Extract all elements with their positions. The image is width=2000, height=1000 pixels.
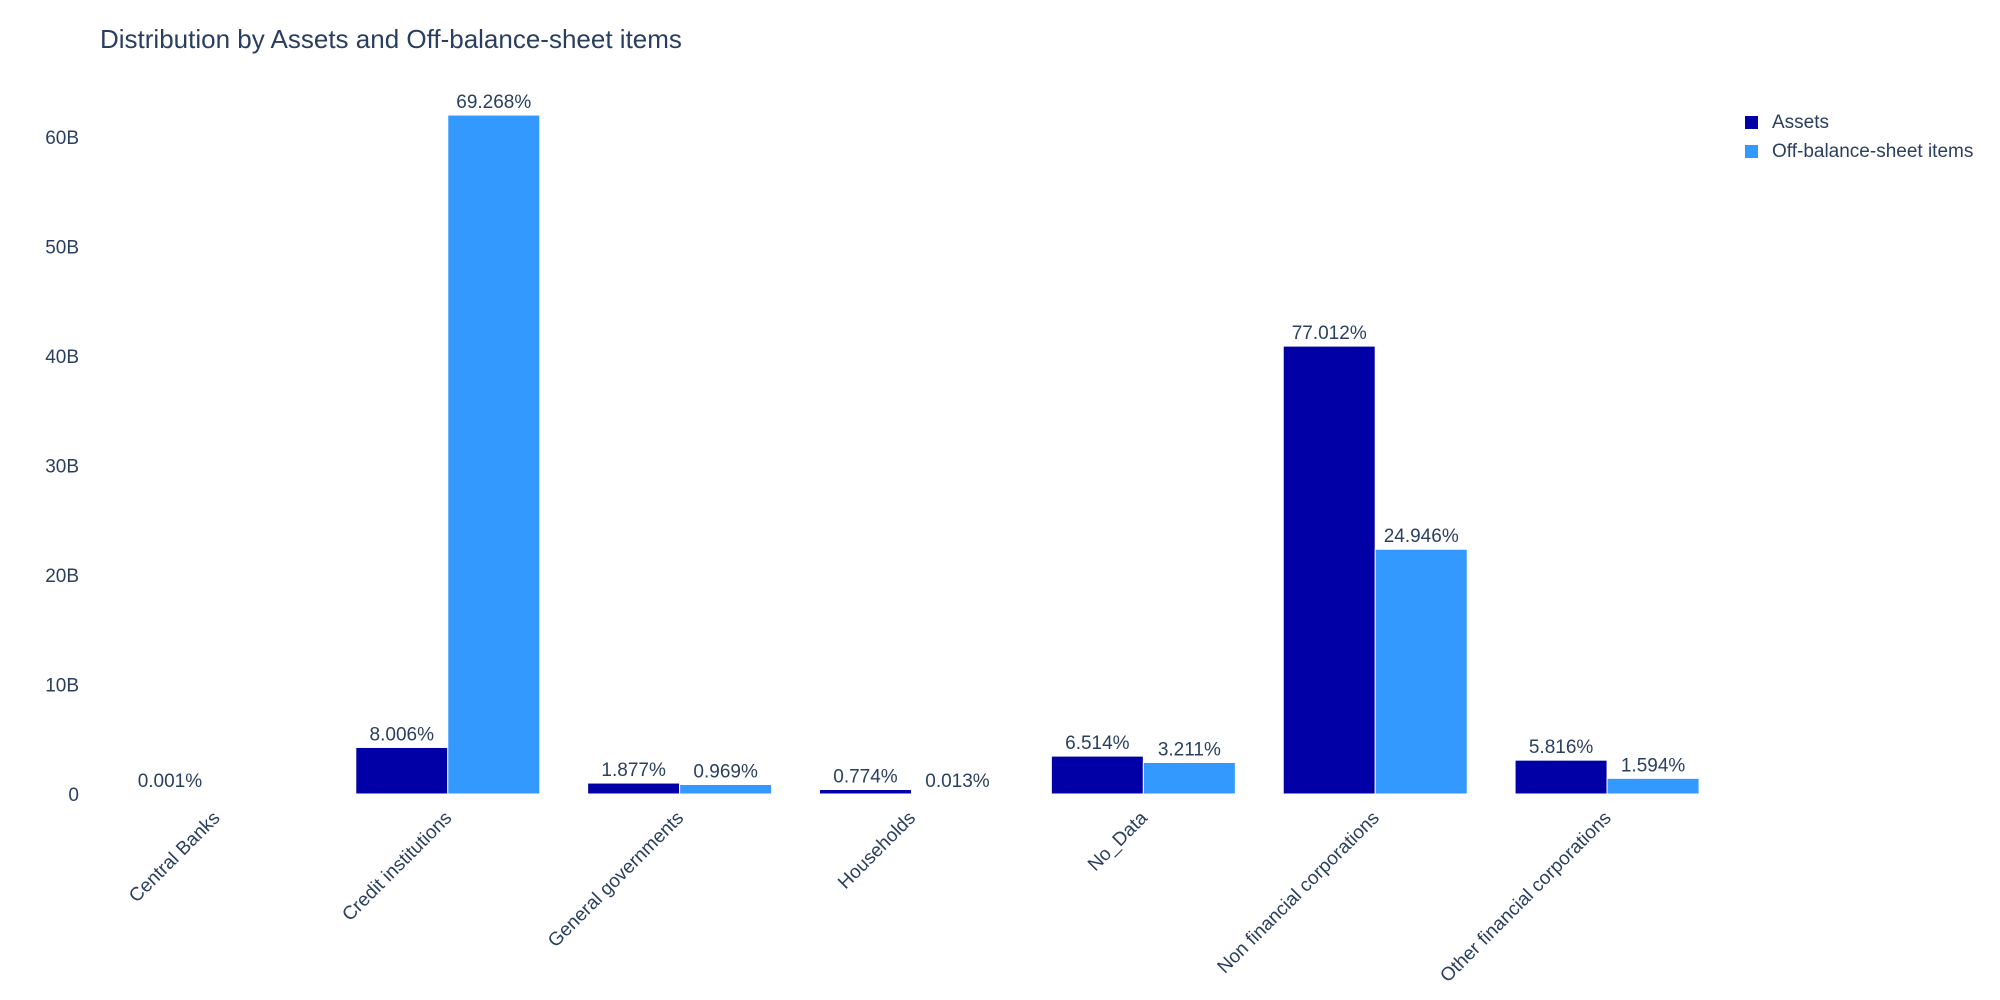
data-label-off-balance-sheet-items-credit-institutions: 69.268%	[456, 92, 531, 113]
x-tick-label-credit-institutions: Credit institutions	[338, 808, 456, 926]
bar-assets-other-financial-corporations[interactable]	[1514, 759, 1608, 795]
x-tick-label-households: Households	[834, 808, 920, 894]
bar-assets-general-governments[interactable]	[587, 782, 681, 795]
data-label-assets-households: 0.774%	[833, 767, 898, 788]
data-label-off-balance-sheet-items-other-financial-corporations: 1.594%	[1621, 755, 1686, 776]
legend-label-off-balance-sheet: Off-balance-sheet items	[1772, 140, 1974, 162]
x-axis-ticks: Central Banks Credit institutions General …	[125, 807, 1615, 986]
data-label-assets-non-financial-corporations: 77.012%	[1292, 323, 1367, 344]
bar-off-balance-sheet-items-credit-institutions[interactable]	[447, 114, 541, 795]
y-axis-ticks: 0 10B 20B 30B 40B 50B 60B	[45, 128, 79, 806]
legend: Assets Off-balance-sheet items	[1745, 108, 1973, 166]
bar-off-balance-sheet-items-non-financial-corporations[interactable]	[1374, 548, 1468, 795]
legend-swatch-off-balance-sheet	[1745, 145, 1758, 158]
x-tick-label-other-financial-corporations: Other financial corporations	[1436, 808, 1615, 987]
bar-assets-no-data[interactable]	[1050, 755, 1144, 795]
bar-assets-households[interactable]	[819, 789, 912, 795]
bar-off-balance-sheet-items-general-governments[interactable]	[679, 783, 773, 795]
y-tick-label: 0	[68, 785, 79, 806]
bars	[123, 114, 1700, 795]
bar-assets-credit-institutions[interactable]	[355, 746, 449, 795]
data-label-assets-other-financial-corporations: 5.816%	[1529, 737, 1594, 758]
legend-item-off-balance-sheet[interactable]: Off-balance-sheet items	[1745, 137, 1973, 166]
bar-assets-non-financial-corporations[interactable]	[1282, 345, 1376, 795]
y-tick-label: 10B	[45, 675, 79, 696]
data-label-assets-central-banks: 0.001%	[138, 771, 203, 792]
data-label-off-balance-sheet-items-general-governments: 0.969%	[693, 761, 758, 782]
legend-swatch-assets	[1745, 116, 1758, 129]
data-label-assets-general-governments: 1.877%	[601, 760, 666, 781]
y-tick-label: 30B	[45, 456, 79, 477]
bar-labels: 0.001% 8.006% 69.268% 1.877% 0.969% 0.774% 0.0…	[138, 92, 1686, 792]
data-label-off-balance-sheet-items-households: 0.013%	[925, 771, 990, 792]
x-tick-label-no-data: No_Data	[1084, 807, 1152, 875]
y-tick-label: 40B	[45, 347, 79, 368]
data-label-off-balance-sheet-items-no-data: 3.211%	[1158, 739, 1221, 760]
x-tick-label-central-banks: Central Banks	[125, 808, 224, 907]
y-tick-label: 60B	[45, 128, 79, 149]
x-tick-label-general-governments: General governments	[544, 808, 688, 952]
data-label-off-balance-sheet-items-non-financial-corporations: 24.946%	[1384, 526, 1459, 547]
y-tick-label: 20B	[45, 566, 79, 587]
y-tick-label: 50B	[45, 237, 79, 258]
bar-off-balance-sheet-items-no-data[interactable]	[1142, 761, 1236, 795]
data-label-assets-no-data: 6.514%	[1065, 733, 1130, 754]
chart-title: Distribution by Assets and Off-balance-s…	[100, 24, 682, 54]
bar-off-balance-sheet-items-other-financial-corporations[interactable]	[1606, 777, 1700, 795]
data-label-assets-credit-institutions: 8.006%	[370, 724, 435, 745]
legend-label-assets: Assets	[1772, 111, 1830, 133]
x-tick-label-non-financial-corporations: Non financial corporations	[1214, 808, 1384, 978]
legend-item-assets[interactable]: Assets	[1745, 108, 1973, 137]
